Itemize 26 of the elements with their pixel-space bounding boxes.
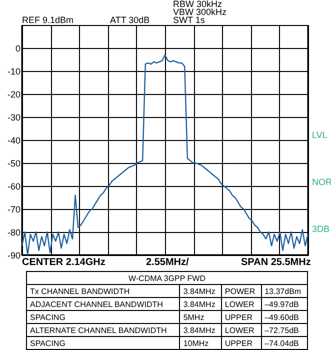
y-tick-label: -90 — [7, 250, 20, 260]
y-tick-label: -20 — [7, 90, 20, 100]
y-tick-label: -10 — [7, 66, 20, 76]
text: SPAN 25.5MHz — [241, 257, 311, 268]
y-tick-label: -40 — [7, 136, 20, 146]
text: ADJACENT CHANNEL BANDWIDTH 3.84MHz LOWER –49.97dB — [30, 300, 299, 308]
y-tick-label: -50 — [7, 158, 20, 168]
text: SPACING 5MHz UPPER –49.60dB — [30, 312, 299, 322]
y-tick-label: -70 — [7, 204, 20, 214]
text: CENTER 2.14GHz — [22, 257, 106, 268]
y-tick-label: 0 — [15, 44, 20, 54]
text: 2.55MHz/ — [146, 257, 189, 268]
y-tick-label: -60 — [7, 182, 20, 192]
text: VBW 300kHz — [173, 7, 227, 17]
text: W-CDMA 3GPP FWD — [26, 272, 308, 284]
text: SPACING 10MHz UPPER –74.04dB — [30, 338, 299, 348]
text: LVL — [312, 130, 328, 140]
y-tick-label: -30 — [7, 112, 20, 122]
y-tick-label: -80 — [7, 228, 20, 238]
text: Tx CHANNEL BANDWIDTH 3.84MHz POWER 13.37dBm — [30, 286, 302, 296]
text: ATT 30dB — [110, 15, 150, 25]
text: 3DB — [312, 224, 330, 234]
text: REF 9.1dBm — [22, 15, 74, 25]
text: RBW 30kHz — [173, 0, 222, 9]
text: SWT 1s — [173, 15, 205, 25]
text: ALTERNATE CHANNEL BANDWIDTH 3.84MHz LOWER –72.75dB — [30, 326, 299, 334]
